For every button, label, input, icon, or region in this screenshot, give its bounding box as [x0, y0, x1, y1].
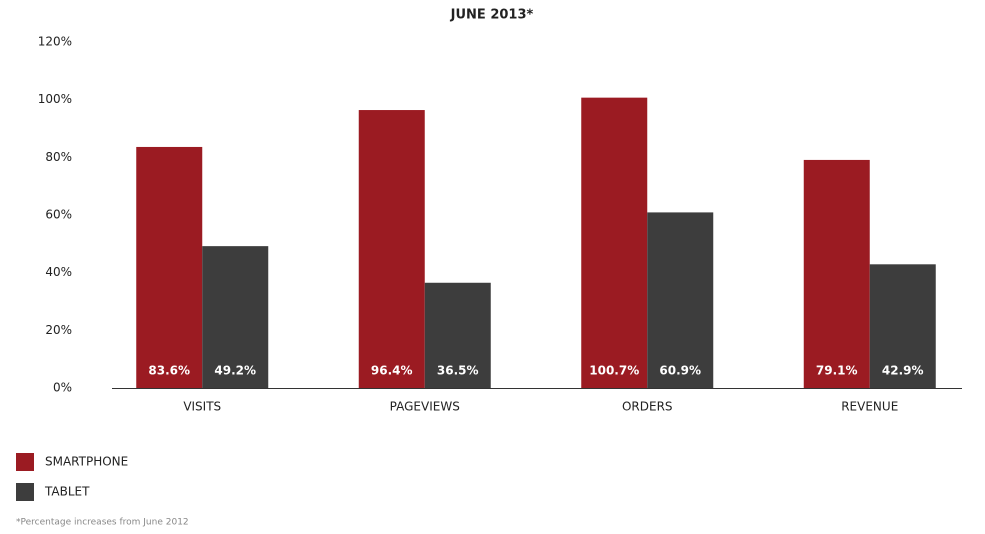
y-tick-label: 120%: [38, 35, 72, 49]
y-tick-label: 20%: [45, 323, 72, 337]
bar: [202, 246, 269, 388]
y-tick-label: 80%: [45, 150, 72, 164]
value-label: 96.4%: [371, 364, 413, 378]
x-tick-label: ORDERS: [622, 400, 673, 414]
x-tick-label: VISITS: [183, 400, 221, 414]
y-tick-label: 60%: [45, 208, 72, 222]
x-tick-label: REVENUE: [841, 400, 898, 414]
legend-swatch: [16, 453, 34, 471]
footnote: *Percentage increases from June 2012: [16, 518, 189, 528]
bar: [647, 212, 714, 388]
value-label: 42.9%: [882, 364, 924, 378]
value-label: 79.1%: [816, 364, 858, 378]
y-tick-label: 100%: [38, 92, 72, 106]
value-label: 36.5%: [437, 364, 479, 378]
value-label: 83.6%: [148, 364, 190, 378]
legend-label: SMARTPHONE: [45, 455, 128, 469]
x-tick-label: PAGEVIEWS: [390, 400, 460, 414]
legend-label: TABLET: [44, 485, 90, 499]
bar: [581, 97, 648, 389]
chart-title: JUNE 2013*: [450, 8, 534, 23]
value-label: 60.9%: [659, 364, 701, 378]
value-label: 49.2%: [214, 364, 256, 378]
value-label: 100.7%: [589, 364, 639, 378]
bar: [424, 282, 491, 388]
y-tick-label: 0%: [53, 381, 72, 395]
legend-swatch: [16, 483, 34, 501]
bar: [136, 146, 203, 388]
y-tick-label: 40%: [45, 265, 72, 279]
bar: [358, 110, 425, 389]
bar: [803, 159, 870, 388]
bar: [869, 264, 936, 388]
